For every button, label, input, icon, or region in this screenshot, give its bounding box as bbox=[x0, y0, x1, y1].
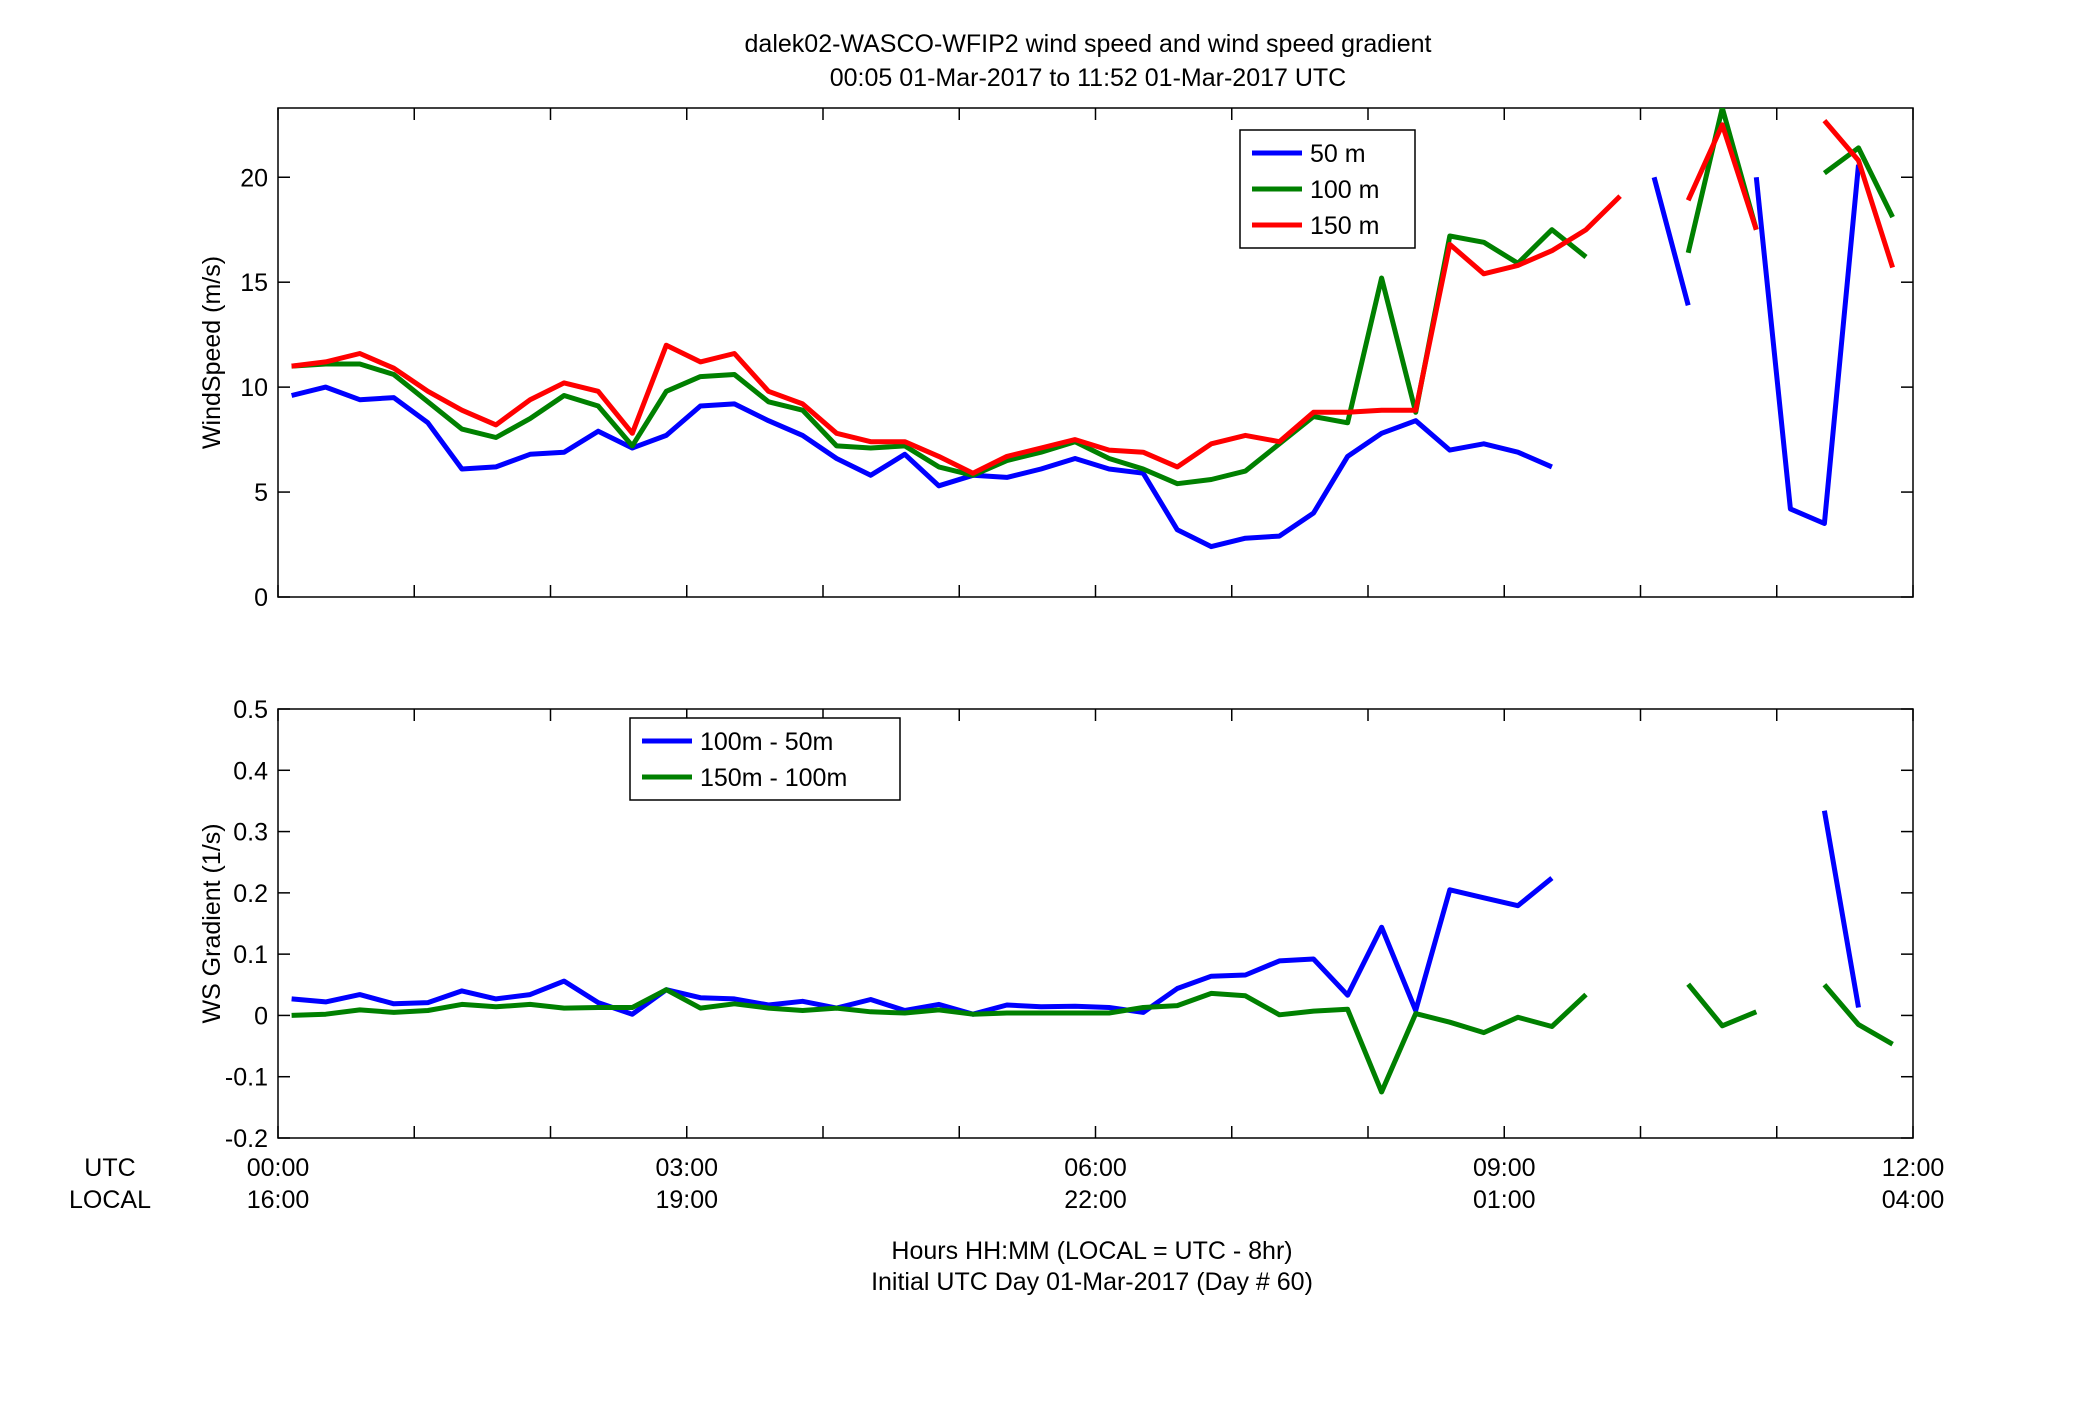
plot-area bbox=[277, 708, 1914, 1139]
x-tick-labels: 00:00 16:00 03:00 19:00 06:00 22:00 09:00 01:00… bbox=[247, 1154, 1945, 1214]
legend-entry: 100m - 50m bbox=[700, 728, 833, 756]
y-tick-label: 0.1 bbox=[233, 941, 268, 969]
y-tick-label: 0.5 bbox=[233, 696, 268, 724]
y-tick-label: 20 bbox=[240, 164, 268, 192]
y-axis-label: WindSpeed (m/s) bbox=[198, 256, 226, 449]
series-line-100m---50m bbox=[291, 810, 1861, 1017]
y-tick-label: -0.1 bbox=[225, 1064, 268, 1092]
x-tick-label-local: 04:00 bbox=[1882, 1186, 1945, 1214]
legend bbox=[629, 717, 901, 801]
windspeed-plot: 0 5 10 15 20 WindSpeed (m/s) 50 m 100 m 150 m bbox=[198, 107, 1914, 612]
y-axis-label: WS Gradient (1/s) bbox=[198, 823, 226, 1023]
y-tick-label: -0.2 bbox=[225, 1125, 268, 1153]
y-tick-label: 10 bbox=[240, 374, 268, 402]
x-tick-label-utc: 09:00 bbox=[1473, 1154, 1536, 1182]
y-tick-label: 0 bbox=[254, 1002, 268, 1030]
x-tick-label-utc: 03:00 bbox=[655, 1154, 718, 1182]
y-tick-label: 5 bbox=[254, 479, 268, 507]
gradient-plot: -0.2 -0.1 0 0.1 0.2 0.3 0.4 0.5 WS Gradient (1/s… bbox=[198, 696, 1914, 1153]
series-line-150m---100m bbox=[291, 982, 1894, 1095]
plot-area bbox=[277, 107, 1914, 598]
x-tick-label-utc: 12:00 bbox=[1882, 1154, 1945, 1182]
x-row-label-utc: UTC bbox=[84, 1154, 135, 1182]
x-axis-label-line2: Initial UTC Day 01-Mar-2017 (Day # 60) bbox=[871, 1268, 1313, 1296]
legend-entry: 50 m bbox=[1310, 140, 1366, 168]
legend-entry: 150 m bbox=[1310, 212, 1379, 240]
x-axis-label-line1: Hours HH:MM (LOCAL = UTC - 8hr) bbox=[891, 1237, 1292, 1265]
y-tick-label: 0.3 bbox=[233, 819, 268, 847]
x-tick-label-local: 19:00 bbox=[655, 1186, 718, 1214]
chart-title-line2: 00:05 01-Mar-2017 to 11:52 01-Mar-2017 U… bbox=[830, 64, 1346, 92]
y-tick-label: 0.4 bbox=[233, 757, 268, 785]
series-line-50-m bbox=[291, 164, 1861, 550]
y-tick-label: 15 bbox=[240, 269, 268, 297]
y-tick-label: 0.2 bbox=[233, 880, 268, 908]
chart-title-line1: dalek02-WASCO-WFIP2 wind speed and wind … bbox=[745, 30, 1432, 58]
x-tick-label-utc: 00:00 bbox=[247, 1154, 310, 1182]
x-tick-label-utc: 06:00 bbox=[1064, 1154, 1127, 1182]
x-tick-label-local: 01:00 bbox=[1473, 1186, 1536, 1214]
series-line-150-m bbox=[291, 118, 1895, 476]
x-tick-label-local: 16:00 bbox=[247, 1186, 310, 1214]
legend-entry: 150m - 100m bbox=[700, 764, 847, 792]
y-tick-label: 0 bbox=[254, 584, 268, 612]
x-row-label-local: LOCAL bbox=[69, 1186, 151, 1214]
legend-entry: 100 m bbox=[1310, 176, 1379, 204]
x-tick-label-local: 22:00 bbox=[1064, 1186, 1127, 1214]
